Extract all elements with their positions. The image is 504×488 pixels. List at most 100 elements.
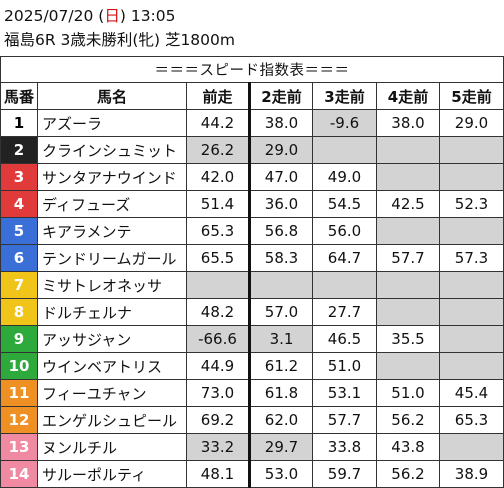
speed-index-cell: 57.7 [376,244,440,272]
table-row: 6 テンドリームガール 65.5 58.3 64.7 57.7 57.3 [0,244,504,272]
race-date: 2025/07/20 [4,7,94,25]
speed-index-cell: 38.0 [376,109,440,137]
speed-index-cell: 44.9 [186,352,251,380]
speed-index-cell [439,271,504,299]
horse-name-cell: ウインベアトリス [37,352,187,380]
horse-name-cell: ディフューズ [37,190,187,218]
speed-index-cell: 51.0 [312,352,377,380]
race-weekday: 日 [104,7,120,25]
speed-index-cell [376,136,440,164]
speed-index-cell: 53.1 [312,379,377,407]
col-header-4-runs-ago: 4走前 [376,82,440,110]
horse-name-cell: ヌンルチル [37,433,187,461]
table-row: 12 エンゲルシュピール 69.2 62.0 57.7 56.2 65.3 [0,406,504,434]
col-header-last-run: 前走 [186,82,251,110]
speed-index-cell: -66.6 [186,325,251,353]
col-header-2-runs-ago: 2走前 [249,82,313,110]
speed-index-cell: 45.4 [439,379,504,407]
speed-index-cell [439,298,504,326]
col-header-5-runs-ago: 5走前 [439,82,504,110]
speed-index-cell: 62.0 [249,406,313,434]
speed-index-cell: 33.8 [312,433,377,461]
horse-name-cell: ドルチェルナ [37,298,187,326]
speed-index-cell [186,271,251,299]
speed-index-cell: 51.4 [186,190,251,218]
horse-name-cell: サンタアナウインド [37,163,187,191]
speed-index-cell: 61.8 [249,379,313,407]
speed-index-cell: 46.5 [312,325,377,353]
speed-index-cell: 53.0 [249,460,313,488]
speed-index-cell [439,433,504,461]
speed-index-cell [439,136,504,164]
horse-name-cell: クラインシュミット [37,136,187,164]
table-row: 11 フィーユチャン 73.0 61.8 53.1 51.0 45.4 [0,379,504,407]
table-row: 8 ドルチェルナ 48.2 57.0 27.7 [0,298,504,326]
horse-number-cell: 1 [0,109,38,137]
speed-index-cell [439,325,504,353]
speed-index-cell: 58.3 [249,244,313,272]
speed-index-cell: 56.2 [376,406,440,434]
speed-index-cell: 61.2 [249,352,313,380]
speed-index-cell: 65.5 [186,244,251,272]
speed-index-cell: 38.9 [439,460,504,488]
speed-index-cell [376,163,440,191]
table-row: 5 キアラメンテ 65.3 56.8 56.0 [0,217,504,245]
speed-index-cell: 64.7 [312,244,377,272]
table-row: 9 アッサジャン -66.6 3.1 46.5 35.5 [0,325,504,353]
speed-index-cell: 29.7 [249,433,313,461]
speed-index-cell: 49.0 [312,163,377,191]
table-title-row: ＝＝＝スピード指数表＝＝＝ [0,56,504,83]
speed-index-cell: 48.1 [186,460,251,488]
speed-index-cell: 29.0 [249,136,313,164]
horse-number-cell: 14 [0,460,38,488]
table-row: 7 ミサトレオネッサ [0,271,504,299]
speed-index-cell [376,298,440,326]
speed-index-cell [376,352,440,380]
table-header-row: 馬番 馬名 前走 2走前 3走前 4走前 5走前 [0,82,504,110]
speed-index-cell [439,163,504,191]
speed-index-cell: 73.0 [186,379,251,407]
speed-index-cell: 56.8 [249,217,313,245]
speed-index-cell: 48.2 [186,298,251,326]
horse-number-cell: 3 [0,163,38,191]
date-time-line: 2025/07/20 (日) 13:05 [4,7,176,25]
table-row: 10 ウインベアトリス 44.9 61.2 51.0 [0,352,504,380]
speed-index-cell: 69.2 [186,406,251,434]
speed-index-cell: 44.2 [186,109,251,137]
speed-index-cell [439,352,504,380]
speed-index-cell: 56.2 [376,460,440,488]
speed-index-cell [376,271,440,299]
speed-index-cell: 57.3 [439,244,504,272]
horse-number-cell: 2 [0,136,38,164]
table-row: 13 ヌンルチル 33.2 29.7 33.8 43.8 [0,433,504,461]
table-row: 14 サルーポルティ 48.1 53.0 59.7 56.2 38.9 [0,460,504,488]
horse-name-cell: サルーポルティ [37,460,187,488]
speed-index-cell [312,136,377,164]
speed-index-cell: 65.3 [439,406,504,434]
speed-index-cell: 26.2 [186,136,251,164]
horse-name-cell: アッサジャン [37,325,187,353]
speed-index-cell [439,217,504,245]
horse-number-cell: 8 [0,298,38,326]
speed-index-cell: 38.0 [249,109,313,137]
table-row: 1 アズーラ 44.2 38.0 -9.6 38.0 29.0 [0,109,504,137]
speed-index-cell [249,271,313,299]
horse-name-cell: フィーユチャン [37,379,187,407]
horse-name-cell: アズーラ [37,109,187,137]
race-header: 2025/07/20 (日) 13:05 福島6R 3歳未勝利(牝) 芝1800… [0,0,504,56]
horse-number-cell: 11 [0,379,38,407]
col-header-3-runs-ago: 3走前 [312,82,377,110]
speed-index-cell: 35.5 [376,325,440,353]
speed-index-cell: 43.8 [376,433,440,461]
horse-number-cell: 4 [0,190,38,218]
horse-number-cell: 10 [0,352,38,380]
speed-index-cell: 59.7 [312,460,377,488]
horse-number-cell: 6 [0,244,38,272]
col-header-horse-number: 馬番 [0,82,38,110]
speed-index-cell: 65.3 [186,217,251,245]
speed-index-cell: 57.7 [312,406,377,434]
race-info: 福島6R 3歳未勝利(牝) 芝1800m [4,31,235,49]
horse-name-cell: キアラメンテ [37,217,187,245]
horse-number-cell: 12 [0,406,38,434]
speed-index-cell: 42.0 [186,163,251,191]
